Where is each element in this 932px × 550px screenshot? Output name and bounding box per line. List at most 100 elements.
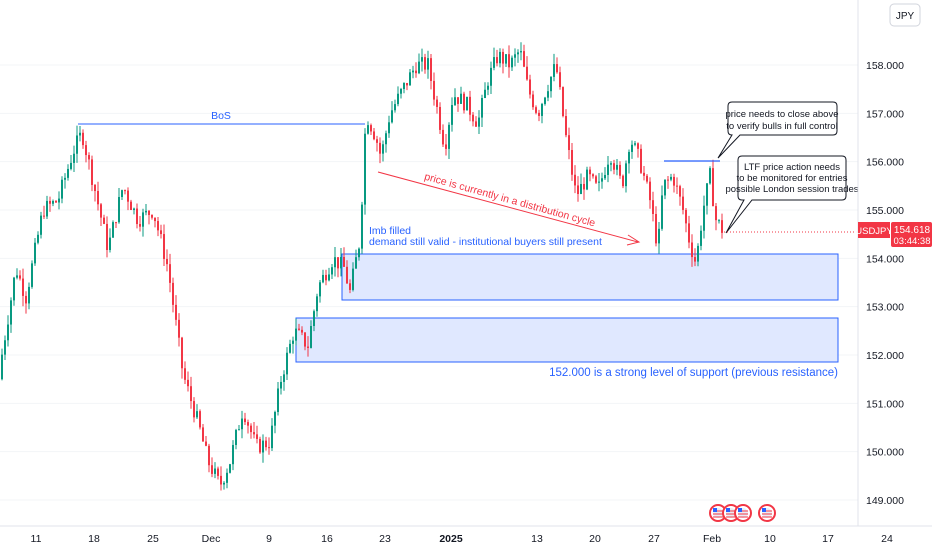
candle-body-159 bbox=[478, 117, 480, 127]
price-tick-0: 158.000 bbox=[866, 60, 904, 72]
candle-body-240 bbox=[721, 220, 723, 233]
candle-body-164 bbox=[493, 57, 495, 68]
candle-body-6 bbox=[19, 275, 21, 279]
candle-body-35 bbox=[106, 223, 108, 251]
candle-body-1 bbox=[4, 340, 6, 355]
candle-body-63 bbox=[190, 386, 192, 402]
candle-body-130 bbox=[391, 110, 393, 123]
candle-body-224 bbox=[673, 176, 675, 186]
candle-body-134 bbox=[403, 82, 405, 90]
candle-body-163 bbox=[490, 67, 492, 86]
candle-body-50 bbox=[151, 214, 153, 218]
candle-body-108 bbox=[325, 274, 327, 281]
candle-body-83 bbox=[250, 425, 252, 433]
candle-body-142 bbox=[427, 58, 429, 70]
candle-body-195 bbox=[586, 169, 588, 190]
candle-body-33 bbox=[100, 204, 102, 218]
candle-body-127 bbox=[382, 144, 384, 154]
candle-body-36 bbox=[109, 237, 111, 251]
candle-body-220 bbox=[661, 195, 663, 229]
candle-body-160 bbox=[481, 97, 483, 118]
candle-body-76 bbox=[229, 464, 231, 473]
candle-body-109 bbox=[328, 274, 330, 281]
us-flag-icon bbox=[709, 504, 727, 522]
time-tick-10: 27 bbox=[648, 533, 660, 545]
price-axis[interactable]: 158.000 157.000 156.000 155.000 154.000 153.0… bbox=[855, 0, 932, 526]
candle-body-24 bbox=[73, 153, 75, 163]
candle-body-104 bbox=[313, 311, 315, 327]
candle-body-196 bbox=[589, 169, 591, 175]
candle-body-103 bbox=[310, 326, 312, 348]
candle-body-208 bbox=[625, 163, 627, 187]
candle-body-182 bbox=[547, 91, 549, 98]
candle-body-45 bbox=[136, 208, 138, 225]
candle-body-11 bbox=[34, 242, 36, 264]
time-tick-7: 2025 bbox=[439, 533, 463, 545]
candle-body-5 bbox=[16, 275, 18, 278]
us-flag-icon bbox=[734, 504, 752, 522]
candle-body-199 bbox=[598, 181, 600, 183]
candle-body-106 bbox=[319, 282, 321, 297]
time-axis[interactable]: 11 18 25 Dec 9 16 23 2025 13 20 27 Feb 10 17 24 bbox=[0, 525, 932, 545]
candle-body-214 bbox=[643, 172, 645, 176]
candle-body-54 bbox=[163, 234, 165, 259]
candle-body-114 bbox=[343, 256, 345, 267]
countdown-label: 03:44:38 bbox=[894, 236, 931, 247]
candle-body-37 bbox=[112, 222, 114, 238]
candle-body-43 bbox=[130, 201, 132, 211]
candle-body-8 bbox=[25, 295, 27, 304]
time-tick-12: 10 bbox=[764, 533, 776, 545]
candle-body-9 bbox=[28, 286, 30, 304]
candle-body-133 bbox=[400, 89, 402, 94]
price-tick-8: 150.000 bbox=[866, 447, 904, 459]
candle-body-205 bbox=[616, 164, 618, 170]
candle-body-157 bbox=[472, 114, 474, 122]
candle-body-177 bbox=[532, 94, 534, 108]
candle-body-32 bbox=[97, 191, 99, 205]
candle-body-65 bbox=[196, 411, 198, 418]
candle-body-188 bbox=[565, 116, 567, 136]
candle-body-48 bbox=[145, 210, 147, 213]
support-zone bbox=[295, 317, 839, 363]
candle-body-10 bbox=[31, 263, 33, 287]
candle-body-189 bbox=[568, 135, 570, 151]
candle-body-93 bbox=[280, 381, 282, 389]
candle-body-212 bbox=[637, 143, 639, 149]
candle-body-198 bbox=[595, 176, 597, 183]
candle-body-115 bbox=[346, 266, 348, 284]
candle-body-155 bbox=[466, 96, 468, 111]
candle-body-26 bbox=[79, 132, 81, 136]
candle-body-200 bbox=[601, 178, 603, 182]
candle-body-107 bbox=[322, 274, 324, 283]
candle-body-151 bbox=[454, 97, 456, 106]
candle-body-3 bbox=[10, 300, 12, 325]
symbol-label: USDJPY bbox=[855, 226, 893, 237]
candle-body-119 bbox=[358, 248, 360, 258]
distribution-arrow bbox=[377, 171, 641, 246]
candle-body-210 bbox=[631, 144, 633, 152]
candle-body-217 bbox=[652, 200, 654, 215]
candle-body-42 bbox=[127, 190, 129, 202]
currency-box[interactable] bbox=[889, 3, 921, 27]
candle-body-58 bbox=[175, 304, 177, 320]
candle-body-46 bbox=[139, 224, 141, 227]
candle-body-41 bbox=[124, 190, 126, 192]
candle-body-85 bbox=[256, 434, 258, 439]
time-tick-9: 20 bbox=[589, 533, 601, 545]
candle-body-167 bbox=[502, 51, 504, 64]
candle-body-86 bbox=[259, 438, 261, 453]
candle-body-67 bbox=[202, 427, 204, 442]
candle-body-168 bbox=[505, 54, 507, 64]
candle-body-120 bbox=[361, 204, 363, 249]
candle-body-123 bbox=[370, 125, 372, 132]
economic-events[interactable] bbox=[709, 504, 776, 522]
candle-body-40 bbox=[121, 190, 123, 197]
candle-body-112 bbox=[337, 257, 339, 269]
candle-body-176 bbox=[529, 79, 531, 95]
candle-body-22 bbox=[67, 168, 69, 178]
candle-body-16 bbox=[49, 200, 51, 204]
candle-body-211 bbox=[634, 143, 636, 145]
time-tick-11: Feb bbox=[703, 533, 721, 545]
time-tick-13: 17 bbox=[822, 533, 834, 545]
